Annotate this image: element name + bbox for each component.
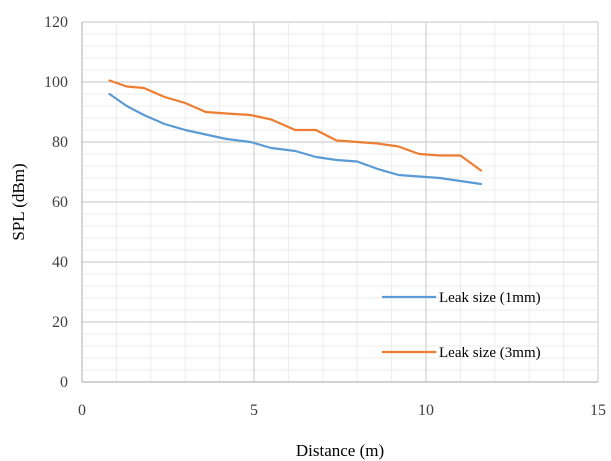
x-tick-label: 5 xyxy=(250,402,258,419)
tick-labels: 0 5 10 15 0 20 40 60 80 100 120 xyxy=(44,14,606,419)
series-line-3mm xyxy=(108,79,483,172)
legend-label-3mm: Leak size (3mm) xyxy=(439,345,541,361)
major-gridlines xyxy=(81,21,599,383)
y-tick-label: 60 xyxy=(52,194,68,211)
series-line-1mm xyxy=(108,92,483,186)
y-tick-label: 120 xyxy=(44,14,68,31)
y-tick-label: 0 xyxy=(60,374,68,391)
y-tick-label: 80 xyxy=(52,134,68,151)
x-tick-label: 0 xyxy=(78,402,86,419)
x-axis-title: Distance (m) xyxy=(296,441,384,460)
y-tick-label: 100 xyxy=(44,74,68,91)
x-tick-label: 15 xyxy=(590,402,606,419)
legend-label-1mm: Leak size (1mm) xyxy=(439,290,541,306)
legend: Leak size (1mm) Leak size (3mm) xyxy=(382,290,541,361)
y-axis-title: SPL (dBm) xyxy=(9,163,28,240)
axes xyxy=(81,22,598,383)
x-tick-label: 10 xyxy=(418,402,434,419)
y-tick-label: 20 xyxy=(52,314,68,331)
series-layer xyxy=(108,79,483,186)
y-tick-label: 40 xyxy=(52,254,68,271)
